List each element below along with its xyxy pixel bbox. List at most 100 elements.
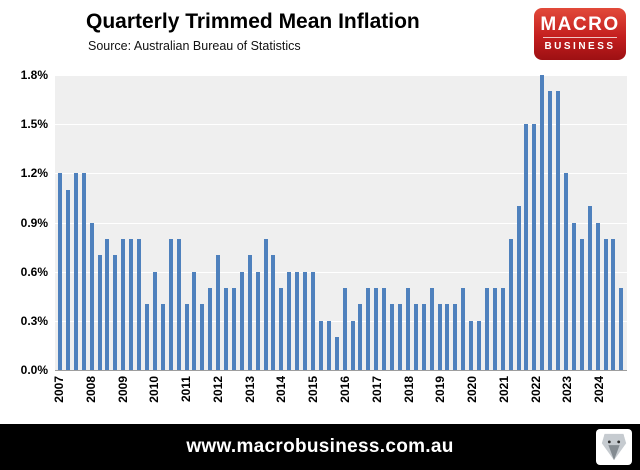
bar bbox=[571, 222, 576, 370]
bar bbox=[303, 271, 308, 370]
bar bbox=[326, 320, 331, 370]
x-axis-tick-label: 2008 bbox=[83, 376, 98, 403]
y-axis-tick-label: 0.3% bbox=[20, 313, 48, 328]
bar bbox=[208, 288, 213, 370]
logo-text-business: BUSINESS bbox=[543, 37, 617, 52]
bar bbox=[556, 91, 561, 370]
wolf-icon bbox=[601, 433, 627, 461]
bar bbox=[192, 271, 197, 370]
bar bbox=[200, 304, 205, 370]
gridline bbox=[55, 222, 627, 224]
plot-area bbox=[55, 75, 627, 371]
bar bbox=[58, 173, 62, 370]
bar bbox=[437, 304, 442, 370]
chart-header: Quarterly Trimmed Mean Inflation Source:… bbox=[0, 8, 640, 68]
x-axis-tick-label: 2022 bbox=[528, 376, 543, 403]
x-axis-tick-label: 2016 bbox=[337, 376, 352, 403]
gridline bbox=[55, 173, 627, 175]
bar bbox=[453, 304, 458, 370]
bar bbox=[405, 288, 410, 370]
bar bbox=[73, 173, 78, 370]
bar bbox=[129, 238, 134, 370]
macrobusiness-logo: MACRO BUSINESS bbox=[534, 8, 626, 60]
bar bbox=[358, 304, 363, 370]
bar bbox=[176, 238, 181, 370]
y-axis-tick-label: 0.0% bbox=[20, 363, 48, 377]
bar bbox=[152, 271, 157, 370]
bar bbox=[318, 320, 323, 370]
bar bbox=[65, 189, 70, 370]
gridline bbox=[55, 271, 627, 273]
bar bbox=[350, 320, 355, 370]
bar bbox=[113, 255, 118, 370]
bar bbox=[524, 124, 529, 370]
bar bbox=[611, 238, 616, 370]
gridline bbox=[55, 75, 627, 76]
bar bbox=[168, 238, 173, 370]
x-axis-tick-label: 2017 bbox=[369, 376, 384, 403]
chart-region: 0.0% 0.3% 0.6% 0.9% 1.2% 1.5% 1.8% 2007 2008 2009… bbox=[0, 68, 640, 422]
x-axis-tick-label: 2010 bbox=[147, 376, 162, 403]
bar bbox=[239, 271, 244, 370]
bar bbox=[461, 288, 466, 370]
y-axis-tick-label: 1.2% bbox=[20, 166, 48, 181]
bar bbox=[121, 238, 126, 370]
y-axis-tick-label: 1.5% bbox=[20, 117, 48, 132]
bar bbox=[540, 75, 545, 370]
gridline bbox=[55, 124, 627, 126]
x-axis-tick-label: 2014 bbox=[274, 376, 289, 403]
y-axis-tick-label: 1.8% bbox=[20, 68, 48, 82]
bar bbox=[477, 320, 482, 370]
bar bbox=[255, 271, 260, 370]
wolf-logo bbox=[596, 429, 632, 465]
x-axis-tick-label: 2020 bbox=[465, 376, 480, 403]
bar bbox=[595, 222, 600, 370]
x-axis-tick-label: 2024 bbox=[592, 376, 607, 403]
y-axis-tick-label: 0.9% bbox=[20, 215, 48, 230]
x-axis-tick-label: 2018 bbox=[401, 376, 416, 403]
bar bbox=[516, 206, 521, 370]
bar bbox=[492, 288, 497, 370]
bar bbox=[508, 238, 513, 370]
bar bbox=[279, 288, 284, 370]
bar bbox=[89, 222, 94, 370]
bar bbox=[532, 124, 537, 370]
gridline bbox=[55, 320, 627, 322]
x-axis-tick-label: 2023 bbox=[560, 376, 575, 403]
footer-bar: www.macrobusiness.com.au bbox=[0, 424, 640, 470]
y-axis-tick-label: 0.6% bbox=[20, 264, 48, 279]
bar bbox=[231, 288, 236, 370]
bar bbox=[366, 288, 371, 370]
bar bbox=[342, 288, 347, 370]
x-axis-tick-label: 2007 bbox=[51, 376, 66, 403]
x-axis-tick-label: 2021 bbox=[496, 376, 511, 403]
bar bbox=[413, 304, 418, 370]
bar bbox=[548, 91, 553, 370]
bar bbox=[397, 304, 402, 370]
logo-text-macro: MACRO bbox=[540, 14, 620, 35]
bar bbox=[469, 320, 474, 370]
bar bbox=[484, 288, 489, 370]
bar bbox=[429, 288, 434, 370]
bar bbox=[390, 304, 395, 370]
bar bbox=[216, 255, 221, 370]
bar bbox=[500, 288, 505, 370]
footer-url: www.macrobusiness.com.au bbox=[186, 436, 454, 457]
bar bbox=[619, 288, 624, 370]
bar bbox=[564, 173, 568, 370]
bar bbox=[224, 288, 229, 370]
bar bbox=[247, 255, 252, 370]
bar bbox=[311, 271, 315, 370]
x-axis-tick-label: 2009 bbox=[115, 376, 130, 403]
bar bbox=[105, 238, 110, 370]
bar bbox=[137, 238, 142, 370]
x-axis-tick-label: 2013 bbox=[242, 376, 257, 403]
bar bbox=[579, 238, 584, 370]
bar bbox=[374, 288, 379, 370]
x-axis-tick-label: 2012 bbox=[210, 376, 225, 403]
bar bbox=[144, 304, 149, 370]
bar bbox=[287, 271, 292, 370]
bar bbox=[160, 304, 165, 370]
bar bbox=[295, 271, 300, 370]
